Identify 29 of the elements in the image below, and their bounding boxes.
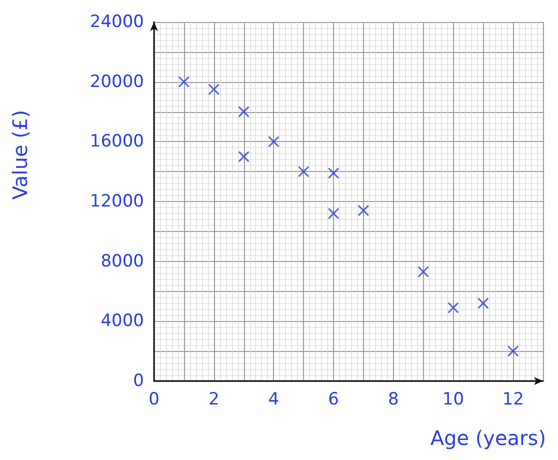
point <box>238 151 250 162</box>
x-axis-title: Age (years) <box>430 426 546 450</box>
x-tick-label: 0 <box>148 390 160 410</box>
y-tick-label: 0 <box>133 371 144 391</box>
y-tick-label: 24000 <box>90 12 144 32</box>
x-tick-label: 2 <box>208 390 220 410</box>
x-tick-label: 10 <box>442 390 464 410</box>
y-tick-label: 16000 <box>90 132 144 152</box>
y-axis-title: Value (£) <box>8 110 32 200</box>
x-tick-label: 8 <box>388 390 399 410</box>
point <box>238 106 250 118</box>
y-tick-label: 8000 <box>100 251 144 272</box>
point <box>328 168 340 179</box>
point <box>508 346 519 357</box>
x-tick-label: 6 <box>328 390 339 410</box>
point <box>208 84 220 95</box>
point <box>418 266 429 278</box>
point <box>478 298 489 309</box>
x-tick-label: 4 <box>268 390 280 410</box>
y-tick-label: 20000 <box>90 72 144 92</box>
point <box>298 166 310 178</box>
point <box>358 204 369 216</box>
y-tick-label: 12000 <box>90 192 144 212</box>
point <box>178 76 190 88</box>
x-tick-label: 12 <box>502 390 524 410</box>
point <box>448 302 459 314</box>
y-tick-label: 4000 <box>100 311 144 332</box>
point <box>268 136 280 148</box>
point <box>328 208 340 219</box>
